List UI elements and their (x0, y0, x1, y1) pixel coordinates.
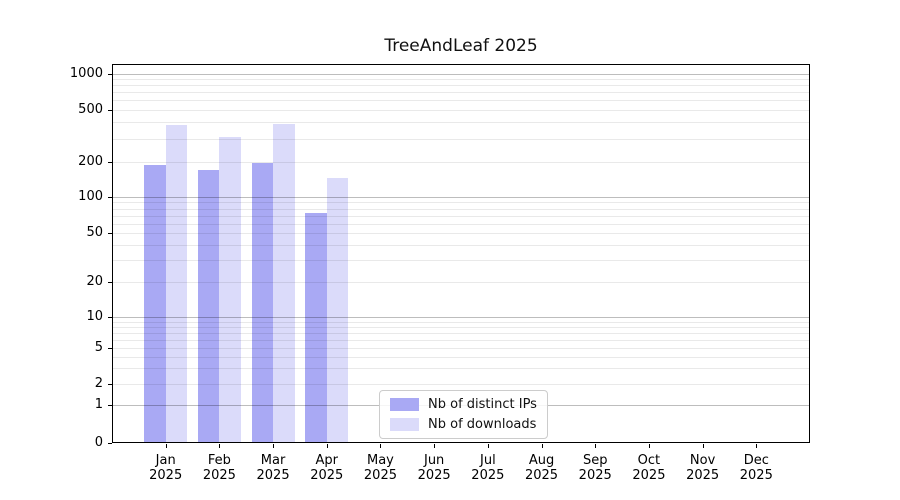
gridline-minor (113, 110, 809, 111)
y-axis-tick (108, 348, 112, 349)
x-tick-label: Jul 2025 (471, 453, 505, 483)
y-tick-label: 500 (78, 101, 103, 117)
x-axis-tick (327, 444, 328, 448)
y-tick-label: 50 (86, 225, 103, 240)
gridline-minor (113, 384, 809, 385)
chart-title: TreeAndLeaf 2025 (384, 36, 538, 56)
legend-label-downloads: Nb of downloads (428, 417, 537, 432)
y-axis-tick (108, 317, 112, 318)
gridline-major (113, 74, 809, 75)
bar-downloads (219, 136, 241, 443)
x-tick-label: Oct 2025 (632, 453, 666, 483)
gridline-minor (113, 92, 809, 93)
gridline-minor (113, 282, 809, 283)
gridline-minor (113, 85, 809, 86)
y-tick-label: 1000 (69, 66, 103, 81)
bar-distinct-ips (197, 170, 220, 443)
y-tick-label: 100 (78, 189, 103, 204)
x-tick-label: Dec 2025 (739, 453, 773, 483)
y-tick-label: 200 (78, 154, 103, 169)
gridline-minor (113, 348, 809, 349)
x-tick-label: Sep 2025 (578, 453, 612, 483)
gridline-minor (113, 122, 809, 123)
gridline-minor (113, 333, 809, 334)
x-axis-tick (273, 444, 274, 448)
x-tick-label: May 2025 (363, 453, 397, 483)
y-axis-tick (108, 405, 112, 406)
legend-swatch-distinct-ips (390, 398, 419, 411)
gridline-minor (113, 162, 809, 163)
bar-distinct-ips (305, 213, 327, 443)
y-tick-label: 5 (94, 340, 103, 355)
gridline-minor (113, 327, 809, 328)
gridline-minor (113, 368, 809, 369)
y-axis-tick (108, 110, 112, 111)
y-axis-tick (108, 233, 112, 234)
gridline-minor (113, 260, 809, 261)
y-tick-label: 1 (94, 397, 103, 412)
y-axis-tick (108, 282, 112, 283)
y-axis-tick (108, 197, 112, 198)
x-axis-tick (488, 444, 489, 448)
x-tick-label: Aug 2025 (524, 453, 559, 483)
bar-distinct-ips (144, 164, 166, 443)
y-axis-tick (108, 74, 112, 75)
x-axis-tick (703, 444, 704, 448)
x-axis-tick (542, 444, 543, 448)
gridline-minor (113, 224, 809, 225)
gridline-minor (113, 139, 809, 140)
y-tick-label: 2 (94, 376, 103, 391)
gridline-minor (113, 209, 809, 210)
x-tick-label: Feb 2025 (202, 453, 236, 483)
legend-item-distinct-ips: Nb of distinct IPs (390, 397, 537, 412)
gridline-major (113, 317, 809, 318)
legend-label-distinct-ips: Nb of distinct IPs (428, 397, 537, 412)
gridline-minor (113, 79, 809, 80)
x-axis-tick (595, 444, 596, 448)
x-axis-tick (380, 444, 381, 448)
x-axis-tick (649, 444, 650, 448)
gridline-minor (113, 357, 809, 358)
legend: Nb of distinct IPs Nb of downloads (379, 390, 548, 439)
gridline-minor (113, 233, 809, 234)
legend-swatch-downloads (390, 418, 419, 431)
y-axis-tick (108, 443, 112, 444)
x-axis-tick (166, 444, 167, 448)
bar-downloads (326, 178, 349, 443)
x-tick-label: Apr 2025 (310, 453, 344, 483)
y-tick-label: 10 (86, 309, 103, 324)
gridline-minor (113, 340, 809, 341)
y-axis-tick (108, 384, 112, 385)
x-tick-label: Jan 2025 (149, 453, 183, 483)
gridline-minor (113, 245, 809, 246)
bar-downloads (165, 125, 188, 443)
y-tick-label: 20 (86, 274, 103, 289)
gridline-minor (113, 322, 809, 323)
gridline-minor (113, 216, 809, 217)
y-tick-label: 0 (94, 435, 103, 450)
gridline-minor (113, 202, 809, 203)
gridline-minor (113, 100, 809, 101)
x-axis-tick (434, 444, 435, 448)
x-axis-tick (756, 444, 757, 448)
x-axis-tick (219, 444, 220, 448)
legend-item-downloads: Nb of downloads (390, 417, 537, 432)
gridline-major (113, 197, 809, 198)
x-tick-label: Mar 2025 (256, 453, 290, 483)
bar-distinct-ips (251, 162, 274, 443)
x-tick-label: Jun 2025 (417, 453, 451, 483)
x-tick-label: Nov 2025 (686, 453, 720, 483)
y-axis-tick (108, 162, 112, 163)
bar-downloads (273, 124, 295, 443)
